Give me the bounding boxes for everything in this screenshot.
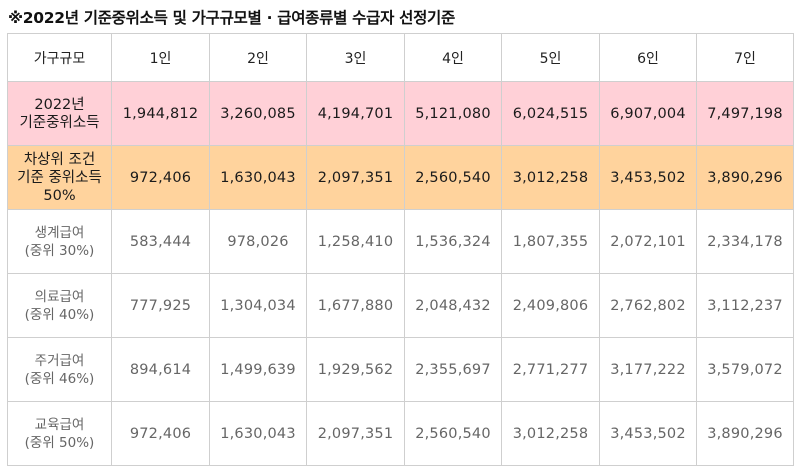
table-cell: 2,048,432 bbox=[404, 273, 502, 338]
table-cell: 2,560,540 bbox=[404, 145, 502, 210]
row-label: 차상위 조건 기준 중위소득 50% bbox=[7, 145, 112, 210]
table-cell: 2,334,178 bbox=[696, 209, 794, 274]
table-cell: 1,304,034 bbox=[209, 273, 307, 338]
header-2-person: 2인 bbox=[209, 33, 307, 82]
table-row-livelihood-benefit: 생계급여 (중위 30%) 583,444 978,026 1,258,410 1… bbox=[7, 209, 794, 274]
table-cell: 1,630,043 bbox=[209, 401, 307, 466]
table-cell: 3,012,258 bbox=[501, 145, 600, 210]
header-household-size: 가구규모 bbox=[7, 33, 112, 82]
table-cell: 2,762,802 bbox=[599, 273, 697, 338]
table-row-education-benefit: 교육급여 (중위 50%) 972,406 1,630,043 2,097,351… bbox=[7, 401, 794, 466]
table-cell: 1,677,880 bbox=[306, 273, 405, 338]
header-5-person: 5인 bbox=[501, 33, 600, 82]
table-cell: 2,097,351 bbox=[306, 401, 405, 466]
table-cell: 4,194,701 bbox=[306, 81, 405, 146]
row-label: 교육급여 (중위 50%) bbox=[7, 401, 112, 466]
table-cell: 2,560,540 bbox=[404, 401, 502, 466]
table-cell: 777,925 bbox=[111, 273, 210, 338]
table-cell: 1,944,812 bbox=[111, 81, 210, 146]
table-cell: 972,406 bbox=[111, 145, 210, 210]
table-row-median-income: 2022년 기준중위소득 1,944,812 3,260,085 4,194,70… bbox=[7, 81, 794, 146]
table-cell: 2,771,277 bbox=[501, 337, 600, 402]
row-label: 주거급여 (중위 46%) bbox=[7, 337, 112, 402]
table-cell: 6,907,004 bbox=[599, 81, 697, 146]
header-4-person: 4인 bbox=[404, 33, 502, 82]
table-cell: 894,614 bbox=[111, 337, 210, 402]
table-cell: 1,807,355 bbox=[501, 209, 600, 274]
table-cell: 972,406 bbox=[111, 401, 210, 466]
header-7-person: 7인 bbox=[696, 33, 794, 82]
header-1-person: 1인 bbox=[111, 33, 210, 82]
header-6-person: 6인 bbox=[599, 33, 697, 82]
table-cell: 1,630,043 bbox=[209, 145, 307, 210]
income-criteria-table: 가구규모 1인 2인 3인 4인 5인 6인 7인 2022년 기준중위소득 1,… bbox=[7, 33, 794, 466]
table-cell: 3,012,258 bbox=[501, 401, 600, 466]
table-row-near-poverty: 차상위 조건 기준 중위소득 50% 972,406 1,630,043 2,097… bbox=[7, 145, 794, 210]
table-cell: 2,072,101 bbox=[599, 209, 697, 274]
table-row-housing-benefit: 주거급여 (중위 46%) 894,614 1,499,639 1,929,562… bbox=[7, 337, 794, 402]
table-cell: 3,177,222 bbox=[599, 337, 697, 402]
table-cell: 1,536,324 bbox=[404, 209, 502, 274]
table-cell: 1,258,410 bbox=[306, 209, 405, 274]
table-cell: 3,579,072 bbox=[696, 337, 794, 402]
table-row-medical-benefit: 의료급여 (중위 40%) 777,925 1,304,034 1,677,880… bbox=[7, 273, 794, 338]
page-title: ※2022년 기준중위소득 및 가구규모별 · 급여종류별 수급자 선정기준 bbox=[8, 9, 455, 27]
table-cell: 1,499,639 bbox=[209, 337, 307, 402]
row-label: 2022년 기준중위소득 bbox=[7, 81, 112, 146]
table-cell: 3,112,237 bbox=[696, 273, 794, 338]
table-cell: 3,453,502 bbox=[599, 145, 697, 210]
row-label: 의료급여 (중위 40%) bbox=[7, 273, 112, 338]
row-label: 생계급여 (중위 30%) bbox=[7, 209, 112, 274]
table-cell: 1,929,562 bbox=[306, 337, 405, 402]
table-header-row: 가구규모 1인 2인 3인 4인 5인 6인 7인 bbox=[7, 33, 794, 82]
table-cell: 3,890,296 bbox=[696, 145, 794, 210]
table-cell: 3,890,296 bbox=[696, 401, 794, 466]
table-cell: 7,497,198 bbox=[696, 81, 794, 146]
table-cell: 5,121,080 bbox=[404, 81, 502, 146]
table-cell: 2,097,351 bbox=[306, 145, 405, 210]
table-cell: 3,260,085 bbox=[209, 81, 307, 146]
header-3-person: 3인 bbox=[306, 33, 405, 82]
table-cell: 6,024,515 bbox=[501, 81, 600, 146]
table-cell: 2,355,697 bbox=[404, 337, 502, 402]
table-cell: 2,409,806 bbox=[501, 273, 600, 338]
table-cell: 583,444 bbox=[111, 209, 210, 274]
table-cell: 3,453,502 bbox=[599, 401, 697, 466]
table-cell: 978,026 bbox=[209, 209, 307, 274]
